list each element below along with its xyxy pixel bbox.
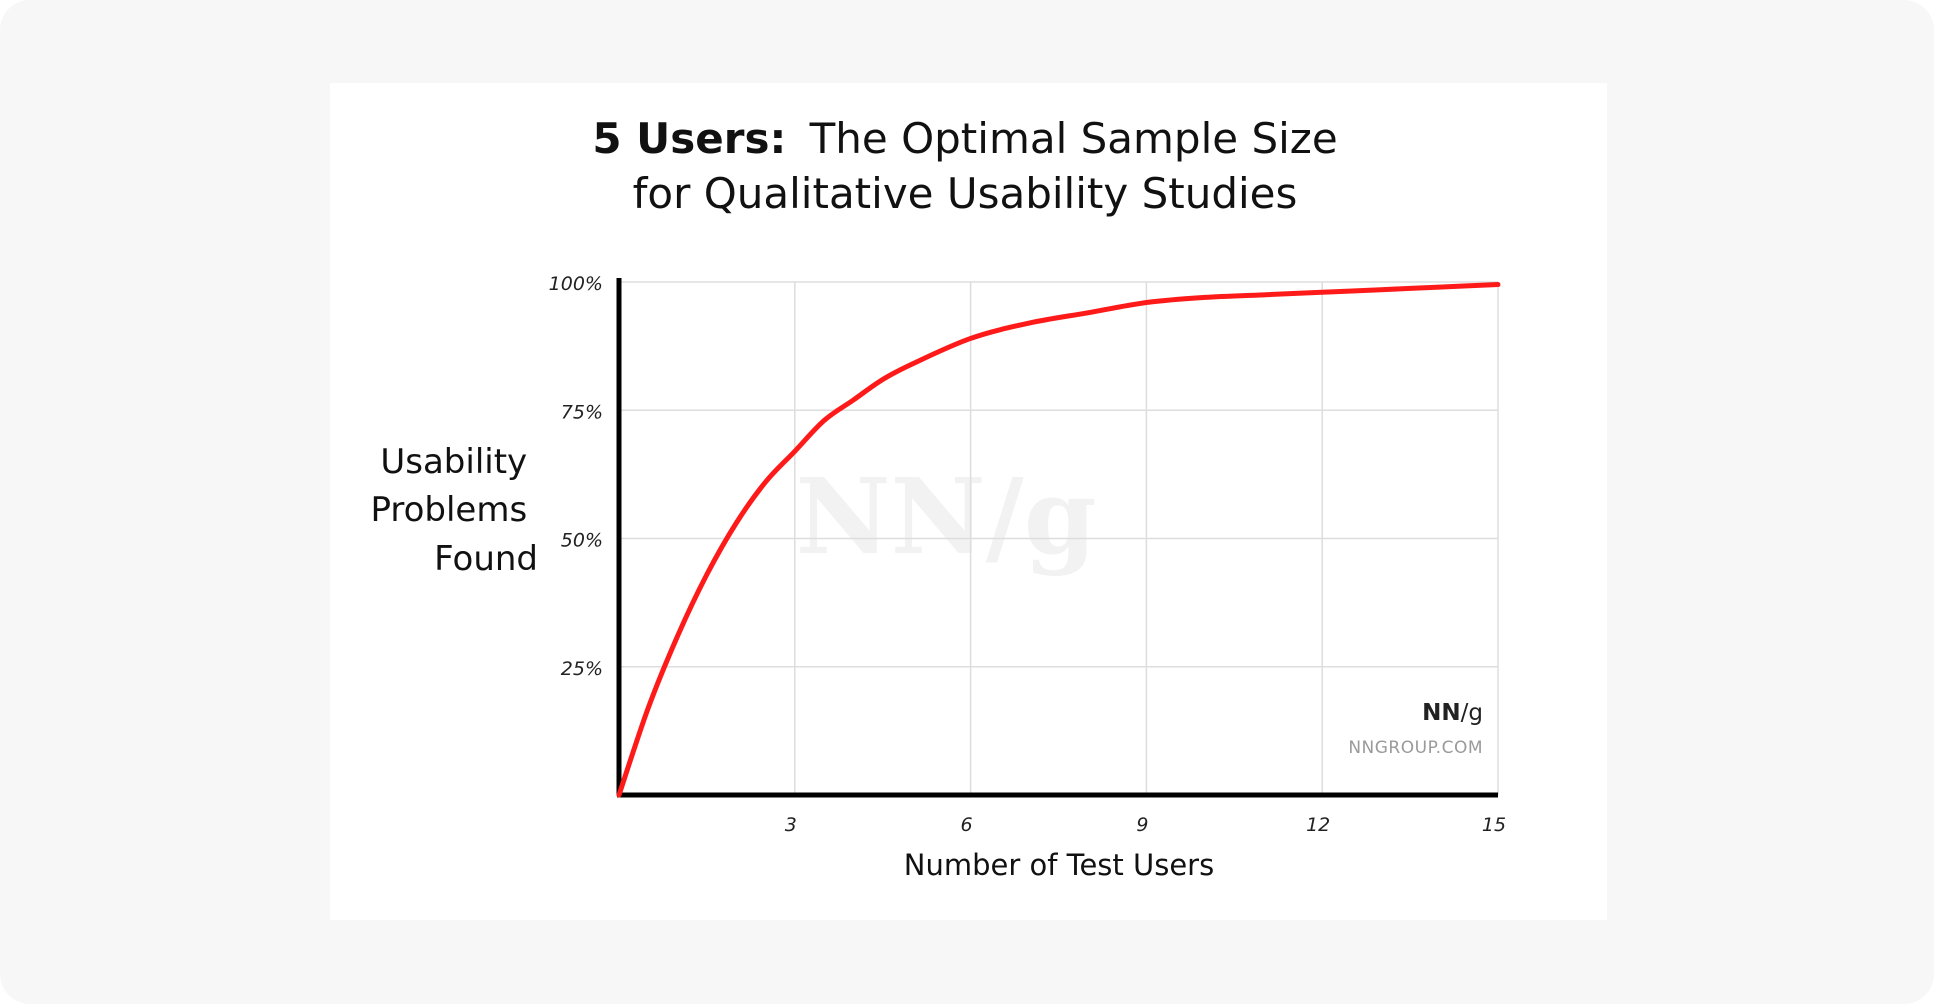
nng-logo-bold: NN	[1422, 700, 1461, 726]
series-group	[616, 282, 1501, 798]
series-line-0	[616, 282, 1501, 798]
x-tick-label-6: 6	[961, 814, 973, 836]
y-tick-label-100: 100%	[549, 273, 603, 295]
chart-title-bold: 5 Users:	[592, 114, 786, 163]
x-tick-label-12: 12	[1306, 814, 1330, 836]
nng-logo-rest: /g	[1461, 700, 1483, 726]
y-tick-label-50: 50%	[561, 530, 603, 552]
y-axis-label-line2: Problems	[370, 490, 527, 530]
x-tick-label-9: 9	[1136, 814, 1148, 836]
chart-title-line2: for Qualitative Usability Studies	[633, 169, 1298, 218]
y-axis-label: Usability Problems Found	[370, 442, 538, 579]
y-axis-label-line3: Found	[434, 539, 538, 579]
y-tick-label-25: 25%	[561, 658, 603, 680]
y-tick-labels: 25% 50% 75% 100%	[549, 273, 603, 680]
x-tick-labels: 3 6 9 12 15	[785, 814, 1506, 836]
x-tick-label-3: 3	[785, 814, 797, 836]
y-tick-label-75: 75%	[561, 401, 603, 423]
nng-logo-url: NNGROUP.COM	[1348, 738, 1483, 758]
watermark: NN/g	[796, 455, 1097, 578]
chart-title-rest: The Optimal Sample Size	[809, 114, 1338, 163]
chart-card: NN/g 5 Users: The Optimal Sample Size fo…	[330, 83, 1607, 920]
usability-chart: NN/g 5 Users: The Optimal Sample Size fo…	[370, 114, 1506, 882]
x-axis-label: Number of Test Users	[904, 848, 1214, 882]
chart-title-line1: 5 Users: The Optimal Sample Size	[592, 114, 1337, 163]
y-axis-label-line1: Usability	[380, 442, 527, 482]
nng-logo: NN/g	[1422, 700, 1483, 726]
grid-lines	[619, 281, 1499, 795]
x-tick-label-15: 15	[1482, 814, 1506, 836]
